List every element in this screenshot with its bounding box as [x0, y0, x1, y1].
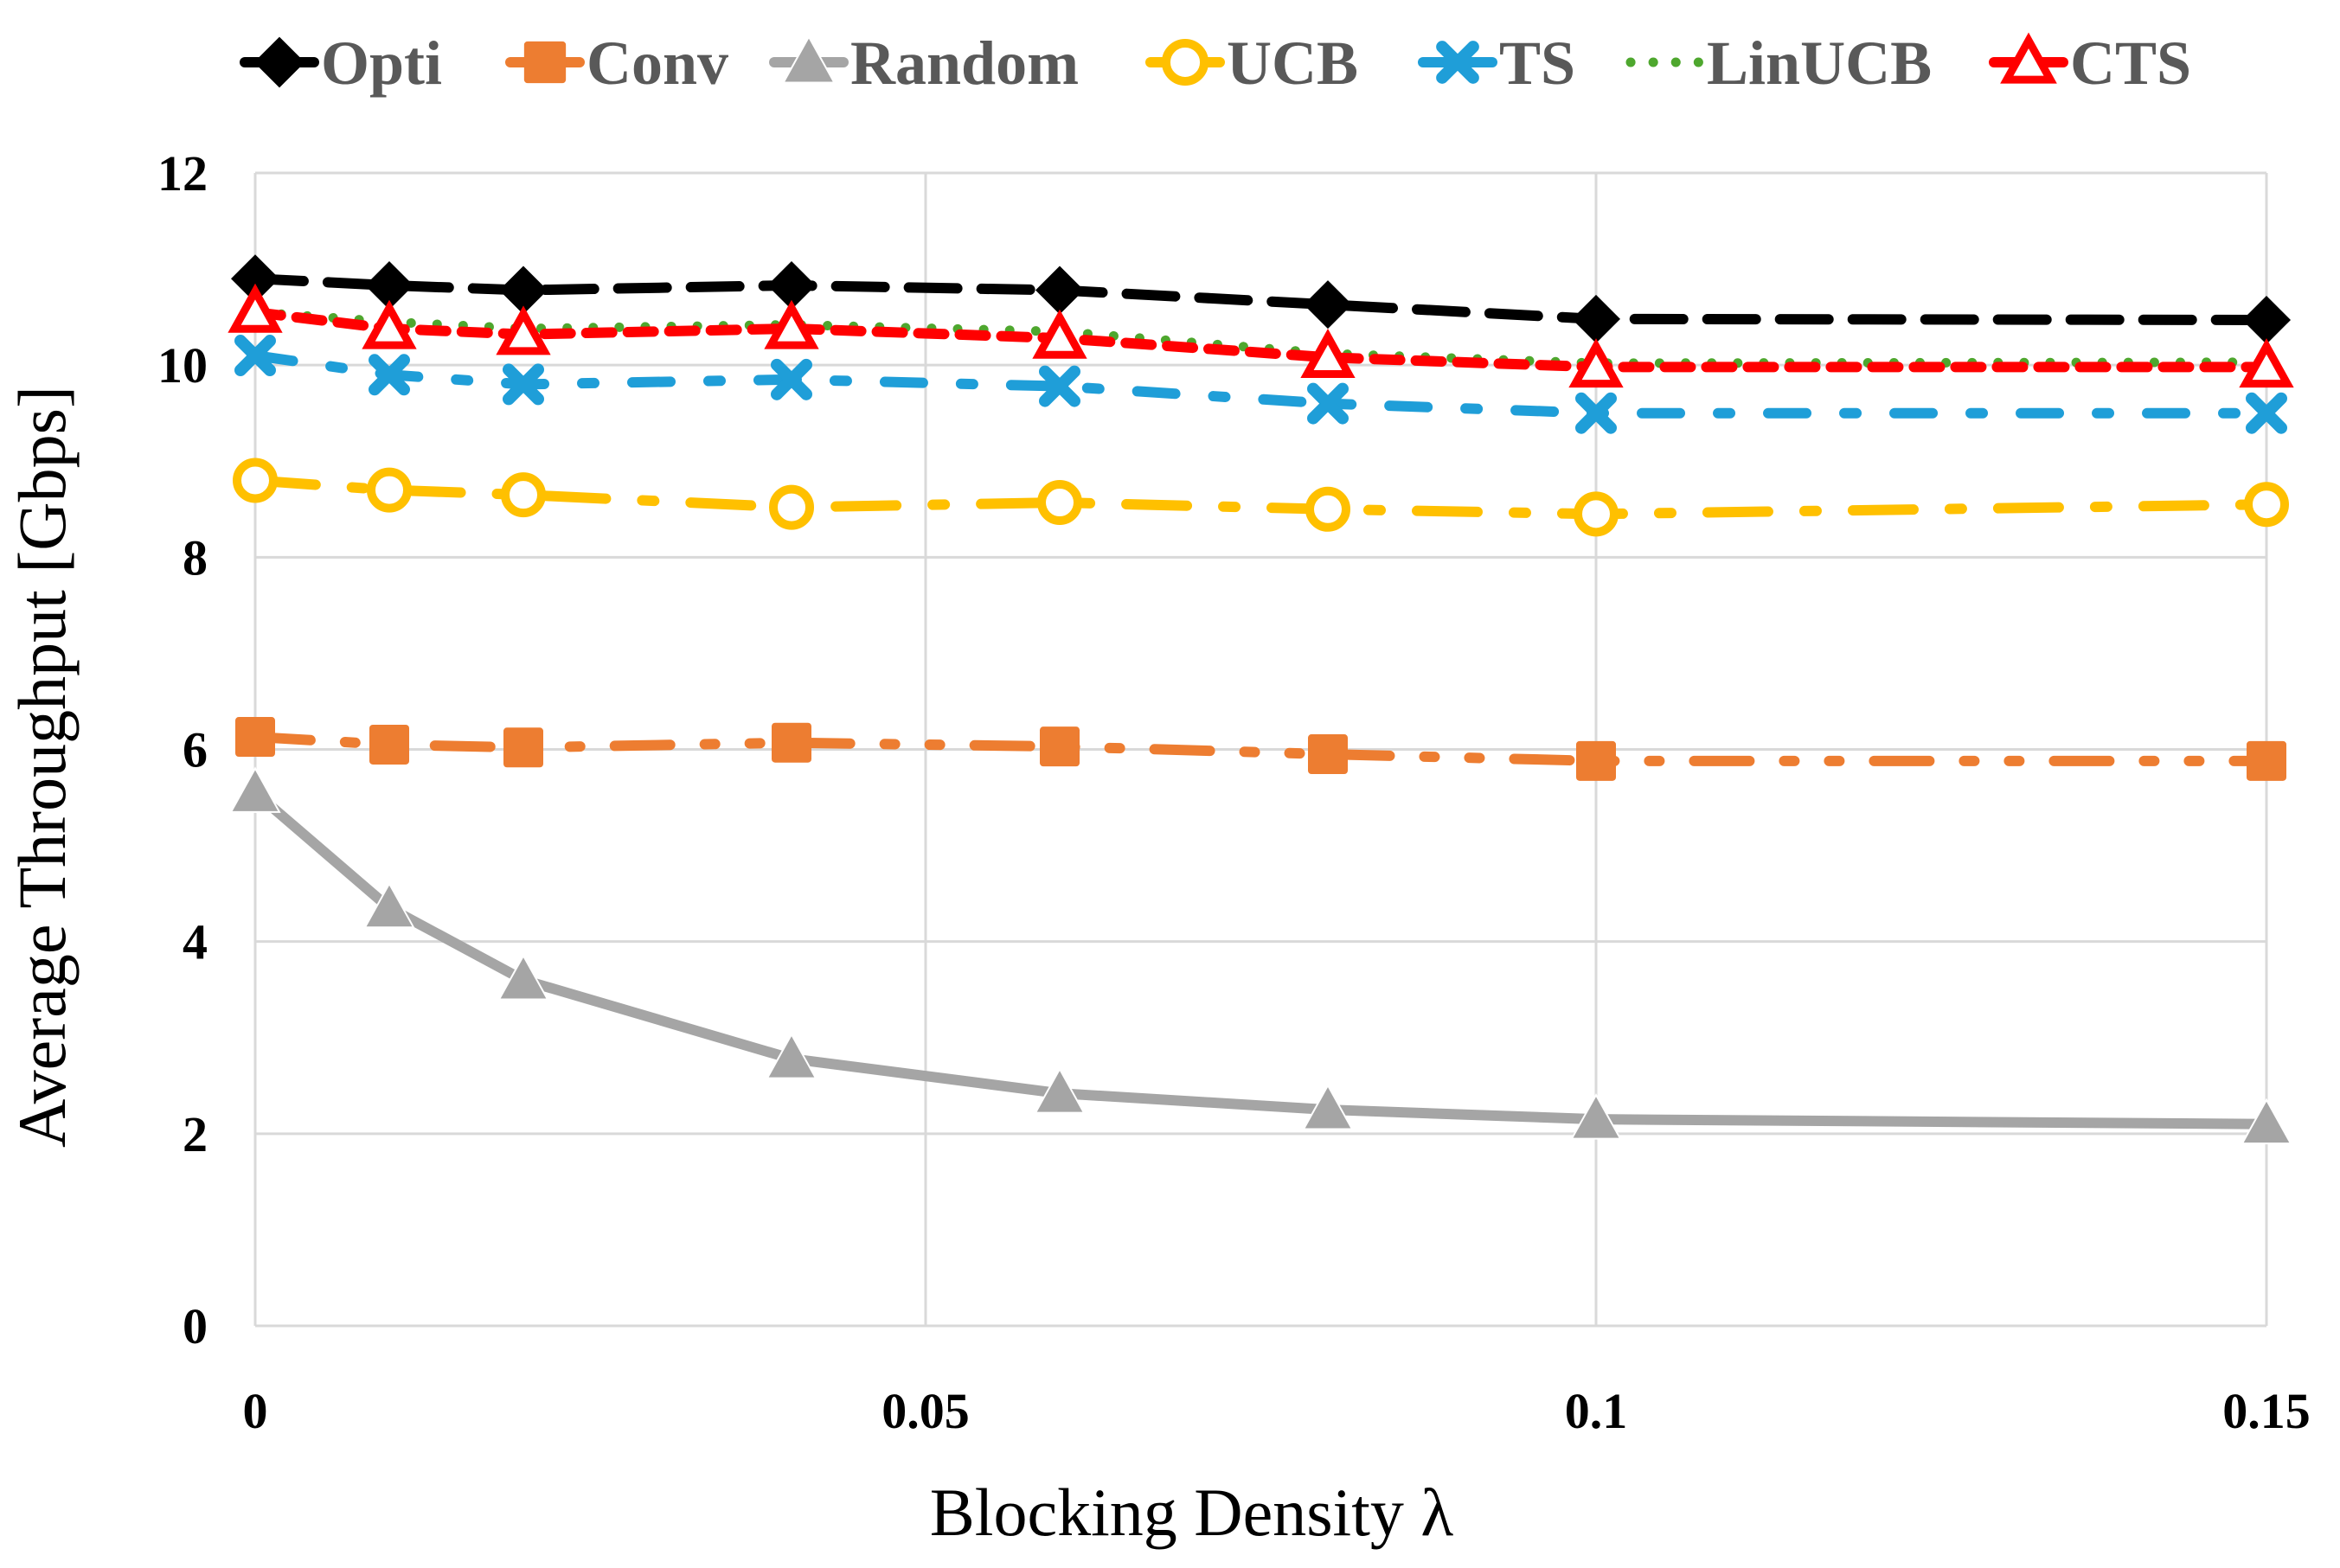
data-point-ts [369, 354, 410, 396]
data-point-opti [1035, 266, 1084, 315]
data-point-conv [235, 717, 275, 758]
data-point-random [2241, 1098, 2292, 1145]
x-tick-label: 0.15 [2222, 1383, 2311, 1439]
y-tick-label: 0 [183, 1298, 208, 1354]
legend-marker-ts [1436, 41, 1479, 84]
data-point-conv [2247, 740, 2286, 781]
series-layer [228, 254, 2294, 1145]
data-point-cts [764, 299, 819, 349]
legend-label-linucb: LinUCB [1707, 29, 1932, 98]
legend-marker-ucb [1161, 38, 1209, 86]
data-point-cts [1568, 338, 1624, 388]
data-point-ts [234, 335, 276, 377]
legend-item-opti: Opti [240, 29, 442, 98]
data-point-cts [362, 299, 417, 349]
data-point-ts [771, 358, 812, 400]
data-point-ucb [1574, 491, 1619, 537]
series-line-opti [250, 273, 2272, 325]
data-point-cts [228, 283, 283, 333]
data-point-opti [231, 254, 279, 304]
legend-marker-conv [523, 41, 567, 84]
series-line-ts [250, 350, 2272, 419]
data-point-conv [503, 727, 543, 768]
series-line-conv [250, 732, 2272, 766]
x-tick-label: 0 [243, 1383, 268, 1439]
data-point-ucb [233, 458, 278, 503]
data-point-conv [1040, 726, 1080, 767]
data-point-cts [1032, 309, 1087, 359]
legend-marker-cts [2000, 32, 2057, 84]
y-tick-label: 12 [157, 145, 208, 202]
x-axis-title: Blocking Density λ [930, 1475, 1454, 1550]
data-point-random [1302, 1084, 1354, 1130]
data-point-ts [1039, 365, 1080, 407]
data-point-opti [499, 266, 548, 315]
data-point-random [1034, 1067, 1086, 1114]
data-point-conv [772, 722, 811, 763]
series-opti [231, 254, 2291, 344]
legend-label-ts: TS [1499, 29, 1575, 98]
legend-label-cts: CTS [2070, 29, 2191, 98]
data-point-ucb [501, 472, 546, 518]
data-point-random [229, 766, 281, 813]
legend-marker-random [781, 35, 837, 84]
series-conv [235, 717, 2286, 781]
data-point-random [363, 881, 415, 929]
series-line-random [250, 787, 2272, 1130]
legend-item-linucb: LinUCB [1625, 29, 1932, 98]
data-point-ucb [2244, 482, 2289, 528]
data-point-conv [1308, 734, 1348, 775]
legend: Opti Conv Random UCB TS LinUCB CTS [240, 29, 2191, 98]
y-tick-label: 8 [183, 529, 208, 586]
legend-item-ts: TS [1418, 29, 1575, 98]
data-point-cts [1300, 329, 1356, 378]
y-tick-label: 4 [183, 914, 208, 970]
data-point-ucb [1037, 480, 1082, 526]
data-point-cts [496, 305, 551, 355]
legend-item-conv: Conv [505, 29, 728, 98]
y-tick-label: 10 [157, 337, 208, 394]
grid [253, 171, 2268, 1328]
data-point-conv [369, 724, 409, 765]
data-point-opti [2242, 295, 2291, 344]
data-point-ts [1307, 382, 1349, 425]
series-line-ucb [250, 475, 2272, 520]
data-point-ts [503, 363, 544, 406]
legend-marker-opti [253, 36, 305, 88]
legend-label-ucb: UCB [1227, 29, 1358, 98]
data-point-ts [2246, 392, 2287, 434]
legend-item-cts: CTS [1989, 29, 2191, 98]
data-point-opti [1572, 294, 1620, 343]
data-point-conv [1576, 740, 1616, 781]
data-point-opti [1304, 280, 1352, 330]
legend-label-random: Random [850, 29, 1079, 98]
series-ucb [233, 458, 2289, 537]
data-point-cts [2239, 338, 2294, 388]
series-cts [228, 283, 2294, 388]
x-tick-label: 0.1 [1565, 1383, 1628, 1439]
legend-item-random: Random [769, 29, 1079, 98]
data-point-opti [767, 260, 816, 310]
data-point-ucb [367, 467, 412, 513]
data-point-ucb [1305, 486, 1350, 532]
x-tick-label: 0.05 [882, 1383, 970, 1439]
legend-label-opti: Opti [321, 29, 442, 98]
data-point-random [766, 1033, 817, 1079]
data-point-ucb [769, 484, 814, 530]
y-tick-label: 6 [183, 722, 208, 778]
legend-item-ucb: UCB [1145, 29, 1358, 98]
tick-labels: 0 2 4 6 8 10 12 0 0.05 0.1 0.15 [157, 145, 2311, 1439]
y-axis-title: Average Throughput [Gbps] [4, 386, 80, 1148]
series-line-cts [250, 307, 2272, 373]
legend-label-conv: Conv [587, 29, 728, 98]
data-point-ts [1575, 392, 1617, 434]
data-point-random [1570, 1093, 1622, 1140]
data-point-random [497, 954, 549, 1001]
series-ts [234, 335, 2287, 434]
data-point-opti [365, 260, 414, 310]
y-tick-label: 2 [183, 1106, 208, 1162]
series-random [229, 766, 2292, 1145]
